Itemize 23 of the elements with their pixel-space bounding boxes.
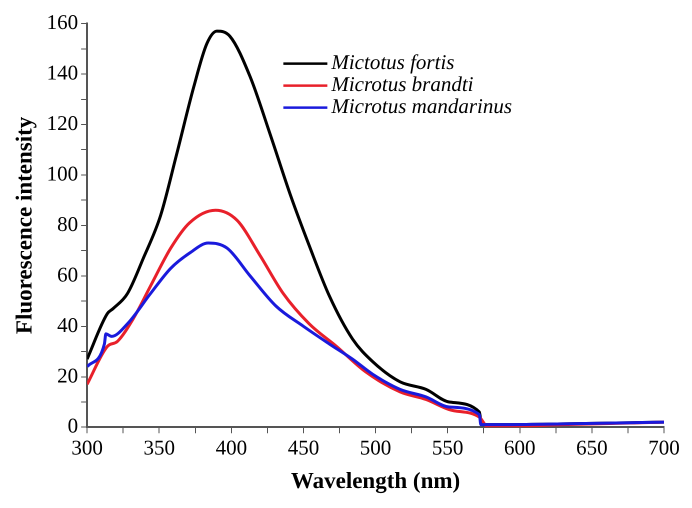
y-tick-label: 120 [46,111,78,136]
y-axis-title: Fluorescence intensity [12,116,37,334]
legend-label: Microtus mandarinus [330,94,512,118]
x-tick-label: 650 [576,435,608,460]
x-tick-label: 300 [71,435,103,460]
legend-label: Microtus brandti [330,72,474,96]
x-tick-label: 350 [143,435,175,460]
y-tick-label: 100 [46,161,78,186]
x-tick-label: 700 [648,435,680,460]
x-axis-title: Wavelength (nm) [290,468,460,494]
y-tick-label: 0 [68,414,78,438]
x-tick-label: 600 [504,435,536,460]
y-tick-label: 80 [57,212,78,236]
legend-label: Mictotus fortis [330,50,454,74]
x-tick-label: 400 [216,435,248,460]
y-tick-label: 40 [57,312,78,337]
y-tick-label: 60 [57,262,78,286]
y-tick-label: 140 [46,60,78,85]
y-tick-label: 160 [46,10,78,34]
x-tick-label: 550 [432,435,464,460]
x-tick-label: 500 [360,435,392,460]
x-tick-label: 450 [288,435,320,460]
y-tick-label: 20 [57,363,78,388]
